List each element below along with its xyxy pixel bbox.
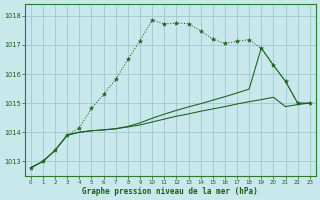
X-axis label: Graphe pression niveau de la mer (hPa): Graphe pression niveau de la mer (hPa) [83, 187, 258, 196]
